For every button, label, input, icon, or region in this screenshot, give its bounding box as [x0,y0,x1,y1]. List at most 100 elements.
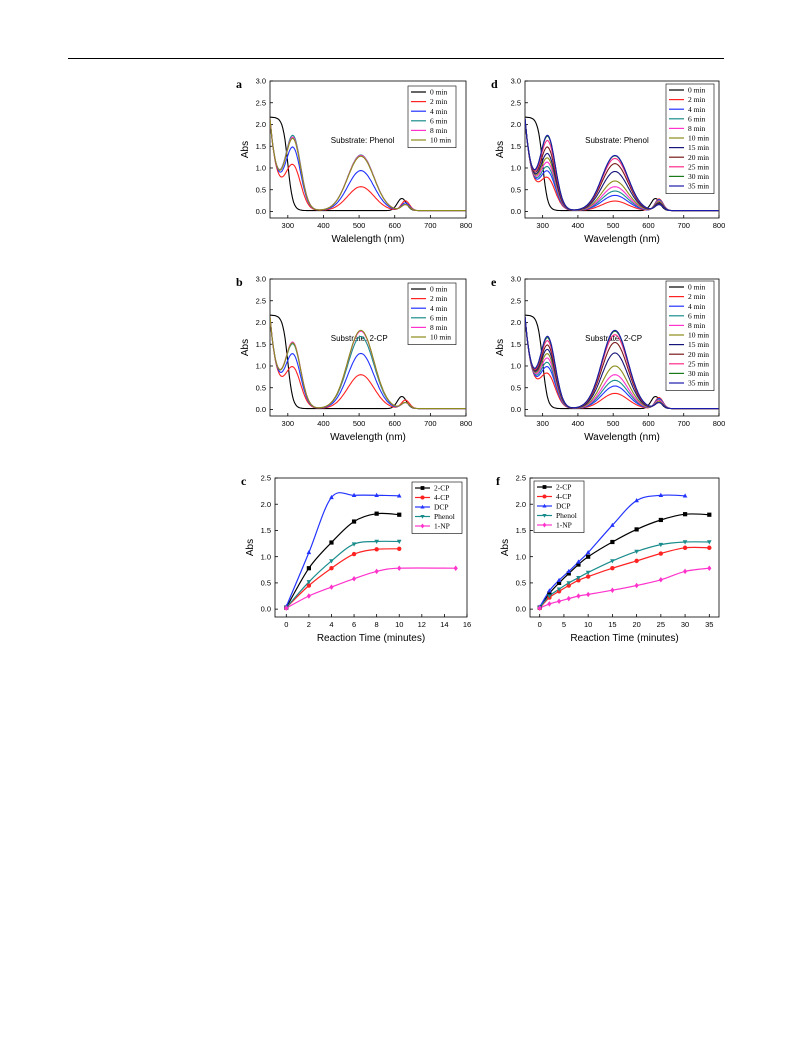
data-point [306,549,312,555]
legend-label: 30 min [688,172,709,181]
data-point [351,551,357,557]
legend-marker [542,485,547,489]
series-line-phenol [285,540,400,608]
data-point [566,581,572,586]
legend-label: DCP [434,503,449,512]
data-point [658,517,663,523]
x-tick-label: 8 [375,620,379,629]
legend-label: 2 min [430,97,448,106]
legend-marker [420,523,425,529]
legend-box [407,282,457,345]
data-point [706,540,712,545]
y-tick-label: 0.5 [256,185,266,194]
x-tick-label: 300 [536,221,549,230]
data-point [610,587,615,593]
legend-label: 1-NP [556,521,572,530]
data-point [682,540,688,545]
data-point [586,591,591,598]
plot-frame [269,278,467,417]
data-point [586,554,591,559]
x-tick-label: 0 [538,620,542,629]
data-point [576,559,581,564]
y-tick-label: 0.5 [261,579,271,588]
data-point [329,584,334,590]
data-point [547,588,552,593]
y-axis-title: Abs [245,539,256,556]
y-tick-label: 3.0 [256,77,266,86]
y-axis-title: Abs [495,141,506,158]
data-point [658,551,664,556]
data-point [547,594,552,599]
data-point [556,598,562,604]
panel-f: 0.0 0.5 1.0 1.5 2.0 2.5 0 5 10 15 20 25 30 35 Reaction… [496,474,720,644]
y-tick-label: 1.0 [516,552,526,561]
y-tick-label: 0.5 [511,185,521,194]
y-tick-label: 1.5 [511,340,521,349]
x-tick-label: 12 [418,620,426,629]
legend-label: 2 min [688,292,706,301]
panel-label: d [491,77,498,91]
data-point [374,568,379,575]
data-point [556,577,562,582]
data-point [329,566,334,571]
y-tick-label: 0.5 [516,579,526,588]
x-tick-label: 10 [395,620,403,629]
data-point [306,580,312,585]
x-tick-label: 500 [353,221,366,230]
panel-d: 0.0 0.5 1.0 1.5 2.0 2.5 3.0 300 400 500 600 700 800 W… [491,77,725,245]
y-tick-label: 0.0 [516,605,526,614]
legend-label: 8 min [688,124,706,133]
x-tick-label: 25 [657,620,665,629]
x-axis-title: Wavelength (nm) [330,432,406,443]
data-point [576,578,581,583]
x-tick-label: 800 [713,221,726,230]
y-axis-title: Abs [495,339,506,356]
y-tick-label: 1.0 [256,362,266,371]
x-tick-label: 16 [463,620,471,629]
data-point [658,492,664,497]
y-tick-label: 1.0 [261,552,271,561]
legend-label: 4 min [430,304,448,313]
panel-label: c [241,474,247,488]
data-point [634,558,639,564]
legend-label: Phenol [556,511,577,520]
y-tick-label: 2.0 [256,120,266,129]
x-tick-label: 30 [681,620,689,629]
data-point [547,601,552,607]
panel-a: 0.0 0.5 1.0 1.5 2.0 2.5 3.0 300 400 500 600 700 800 W… [236,77,472,245]
data-point [374,547,379,552]
x-axis-title: Reaction Time (minutes) [317,633,425,644]
legend-label: 2-CP [434,484,449,493]
y-tick-label: 2.0 [511,318,521,327]
legend-label: 25 min [688,162,709,171]
y-axis-title: Abs [240,141,251,158]
x-tick-label: 300 [282,419,295,428]
data-point [682,568,688,575]
x-tick-label: 10 [584,620,592,629]
legend-label: 35 min [688,379,709,388]
spectrum-10-min [270,316,466,410]
legend-label: 30 min [688,369,709,378]
x-tick-label: 700 [677,419,690,428]
data-point [306,566,311,571]
legend-label: 10 min [430,333,451,342]
page-top-rule [68,58,724,59]
y-tick-label: 1.0 [511,164,521,173]
y-tick-label: 1.0 [256,164,266,173]
data-point [306,593,311,599]
x-tick-label: 700 [677,221,690,230]
data-point [351,519,357,524]
data-point [610,522,615,527]
data-point [634,582,639,589]
data-point [397,512,402,517]
x-tick-label: 500 [607,221,620,230]
substrate-annotation: Substrate: 2-CP [585,334,642,343]
data-point [585,570,591,575]
plot-frame [529,477,720,618]
y-tick-label: 2.5 [256,296,266,305]
data-point [610,559,615,564]
panel-e: 0.0 0.5 1.0 1.5 2.0 2.5 3.0 300 400 500 600 700 800 W… [491,275,725,443]
